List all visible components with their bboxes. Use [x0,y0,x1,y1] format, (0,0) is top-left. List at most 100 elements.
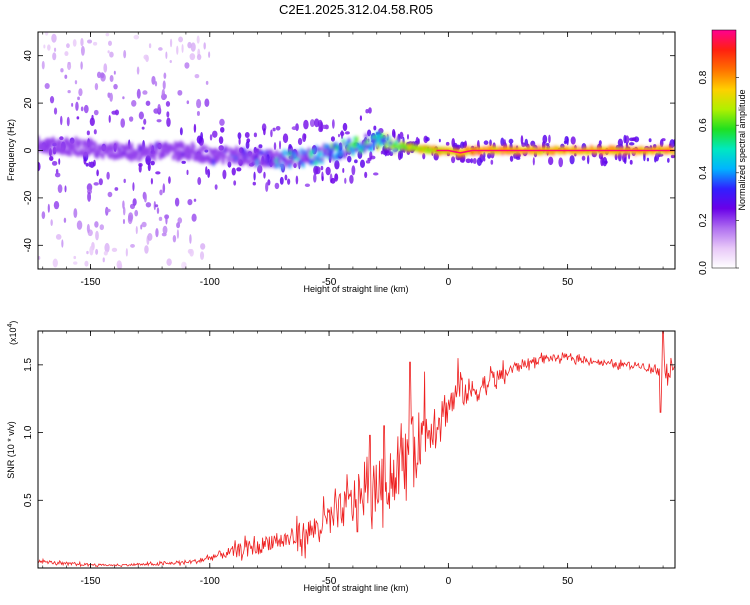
spectrogram-cell [58,158,61,165]
spectrogram-cell [108,40,112,46]
spectrogram-cell [263,171,266,179]
spectrogram-cell [196,35,200,44]
spectrogram-cell [238,137,241,145]
snr-panel: -150 -100 -50 0 50 0.5 1.0 1.5 Height of strai… [6,321,676,593]
spectrogram-cell [166,111,170,118]
spectrogram-cell [193,198,197,202]
spectrogram-cell [93,109,99,116]
spectrogram-cell [85,162,89,167]
spectrogram-ridge-cell [171,156,176,160]
spectrogram-cell [354,159,358,164]
spectrogram-cell [123,49,127,59]
spectrogram-cell [53,107,58,115]
spectrogram-cell [47,203,50,213]
spectrogram-cell [237,132,242,140]
spectrogram-cell [548,134,551,144]
spectrogram-cell [141,126,145,130]
spectrogram-cell [315,166,319,174]
spectrogram-ridge-cell [347,137,351,144]
spectrogram-cell [325,166,331,176]
spectrogram-ridge-layer [38,130,675,172]
spectrogram-ridge-cell [181,142,185,147]
spectrogram-cell [67,89,71,94]
spectrogram-cell [209,134,213,141]
spectrogram-cell [51,160,58,166]
spectrogram-cell [162,225,168,235]
spectrogram-cell [162,80,166,90]
spectrogram-cell [52,52,57,61]
spectrogram-cell [654,156,657,163]
spectrogram-cell [406,133,410,140]
colorbar-ticks: 0.0 0.2 0.4 0.6 0.8 [698,70,739,275]
spectrogram-ridge-cell [322,152,326,157]
spectrogram-cell [54,172,61,178]
spectrogram-ridge-cell [397,136,401,142]
colorbar-tick-label: 0.6 [698,118,709,132]
spectrogram-cell [128,212,134,222]
spectrogram-cell [344,177,347,184]
spectrogram-cell [128,116,134,122]
spectrogram-cell [102,257,105,263]
spectrogram-cell [113,83,118,90]
spectrogram-cell [191,213,197,222]
spectrogram-cell [143,54,149,60]
spectrogram-cell [73,261,78,265]
spectrogram-cell [111,110,117,115]
spectrogram-cell [602,156,608,167]
spectrogram-cell [246,138,251,143]
spectrogram-cell [94,221,99,228]
spectrogram-ridge-cell [284,157,288,161]
spectrogram-x-tick-label: 0 [446,277,452,288]
spectrogram-cell [140,224,143,230]
snr-y-tick-label: 1.0 [23,425,34,439]
spectrogram-ridge-cell [360,140,365,145]
spectrogram-cell [95,248,99,255]
spectrogram-cell [132,182,135,192]
spectrogram-cell [190,42,196,52]
spectrogram-cell [204,98,210,107]
spectrogram-cell [109,92,113,102]
spectrogram-cell [151,75,156,85]
spectrogram-cell [49,96,55,104]
spectrogram-cell [253,171,256,181]
spectrogram-cell [320,121,323,131]
snr-x-tick-label: -50 [322,576,337,587]
spectrogram-ridge-cell [108,142,113,148]
spectrogram-y-label: Frequency (Hz) [6,119,16,181]
spectrogram-cell [53,201,60,210]
spectrogram-ridge-cell [299,154,303,159]
spectrogram-cell [165,51,168,59]
spectrogram-ridge-cell [343,149,347,156]
spectrogram-cell [50,219,53,226]
spectrogram-cell [558,157,564,168]
spectrogram-cell [181,160,186,164]
spectrogram-cell [623,157,627,164]
spectrogram-cell [165,101,171,107]
spectrogram-cell [166,117,171,128]
spectrogram-cell [107,50,110,54]
spectrogram-cell [391,128,396,138]
spectrogram-cell [51,33,57,43]
spectrogram-cell [425,136,430,142]
spectrogram-cell [105,208,111,213]
spectrogram-cell [422,152,426,160]
colorbar-tick-label: 0.4 [698,165,709,179]
spectrogram-x-tick-label: -150 [80,277,100,288]
spectrogram-cell [197,177,202,185]
spectrogram-cell [194,74,200,79]
snr-scale-label: (x104) [7,321,18,345]
spectrogram-cell [88,161,91,167]
spectrogram-cell [196,110,200,116]
spectrogram-ridge-cell [78,141,82,146]
spectrogram-cell [199,251,205,260]
spectrogram-cell [132,198,137,206]
spectrogram-cell [134,209,139,217]
spectrogram-cell [80,61,83,70]
spectrogram-cell [378,128,384,134]
spectrogram-cell [282,133,289,144]
spectrogram-ridge-cell [265,148,269,158]
spectrogram-ridge-cell [177,149,181,156]
spectrogram-cell [200,243,206,250]
spectrogram-ridge-cell [320,157,324,162]
spectrogram-cell [109,51,114,58]
